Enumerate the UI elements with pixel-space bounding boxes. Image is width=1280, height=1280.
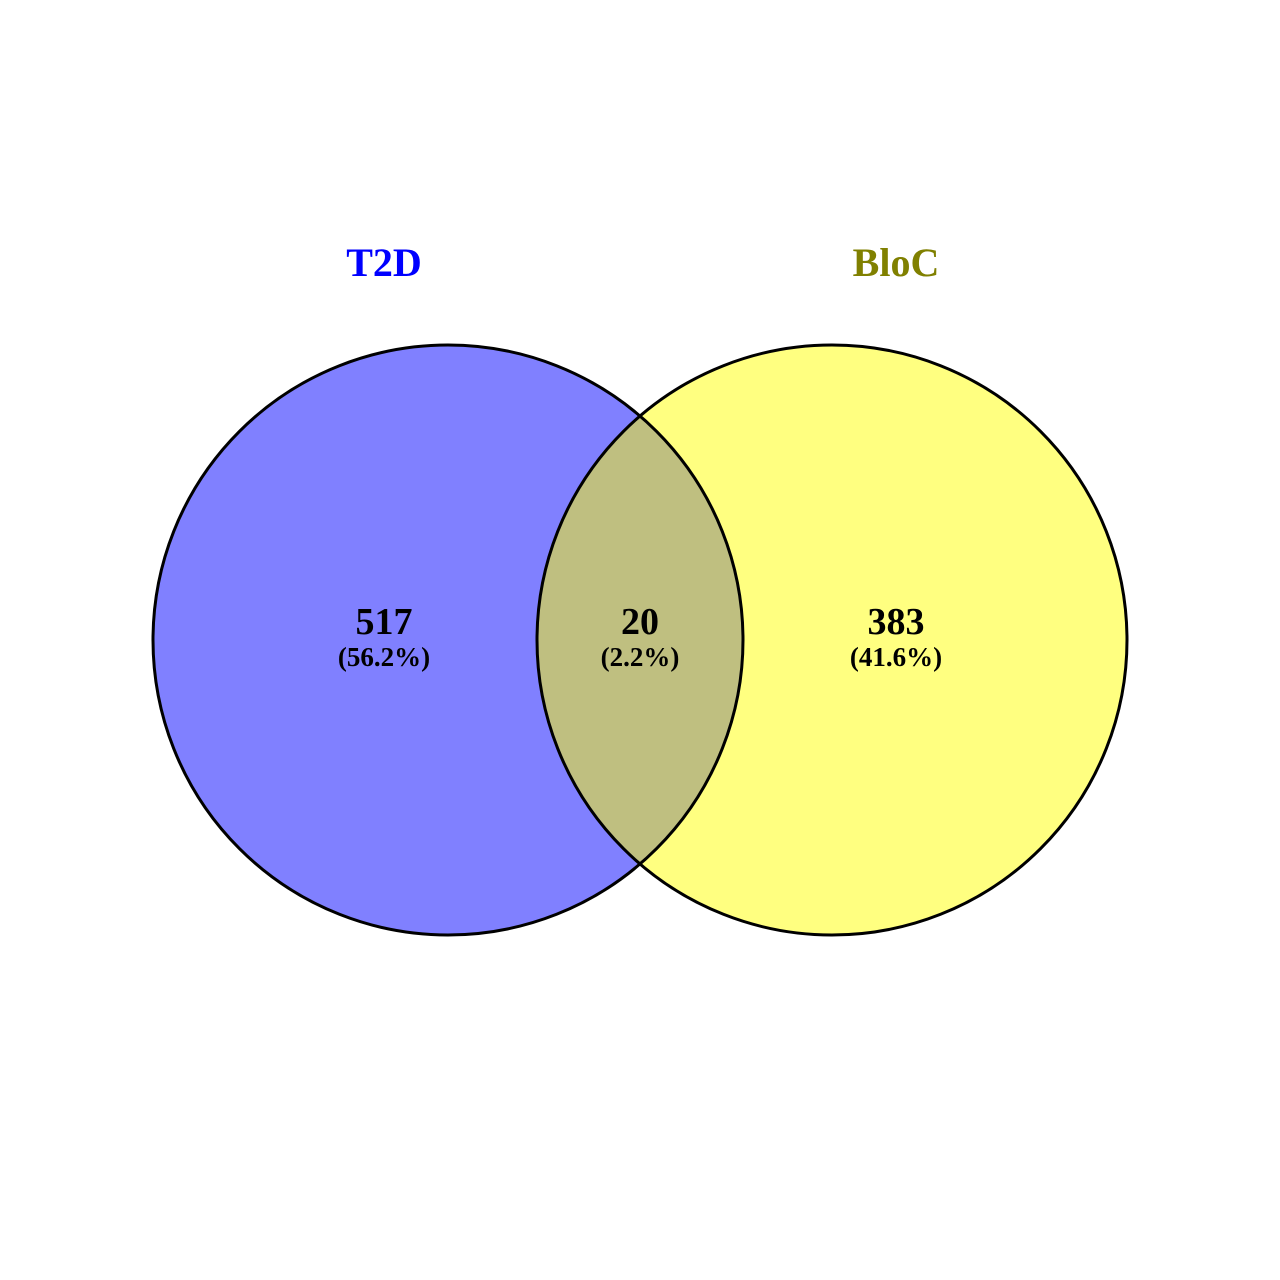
right-only-count: 383 [868, 601, 925, 643]
right-only-percent: (41.6%) [850, 642, 942, 672]
intersection-percent: (2.2%) [601, 642, 680, 672]
left-only-count: 517 [356, 601, 413, 643]
intersection-region [537, 345, 743, 935]
intersection-count: 20 [621, 601, 659, 643]
set-outline-bloc [535, 343, 1129, 937]
set-label-bloc: BloC [853, 240, 940, 285]
left-only-percent: (56.2%) [338, 642, 430, 672]
set-outline-t2d [151, 343, 745, 937]
set-label-t2d: T2D [346, 240, 422, 285]
